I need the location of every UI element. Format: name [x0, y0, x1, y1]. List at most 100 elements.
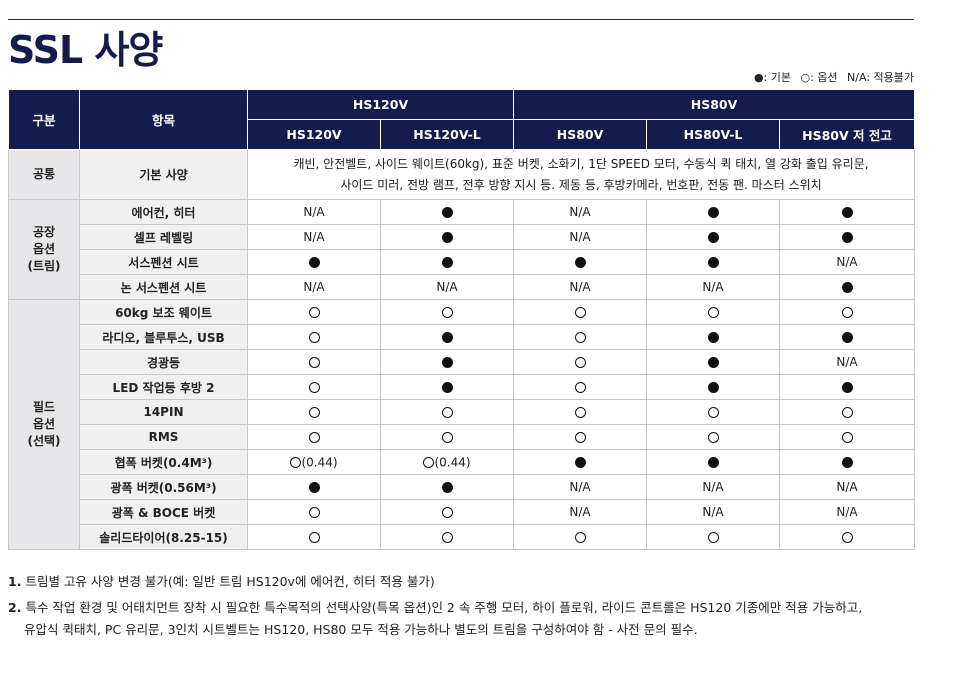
spec-cell: [646, 249, 781, 275]
spec-cell: [379, 349, 515, 375]
group-label: 공장 옵션 (트림): [8, 199, 80, 300]
option-circle-icon: [574, 307, 586, 318]
common-spec-text: 캐빈, 안전벨트, 사이드 웨이트(60kg), 표준 버켓, 소화기, 1단 …: [246, 149, 916, 200]
option-circle-icon: [308, 432, 320, 443]
spec-cell: N/A: [247, 199, 381, 225]
table-row: 셀프 레벨링 N/A N/A: [9, 224, 916, 250]
item-label: 광폭 & BOCE 버켓: [79, 499, 248, 525]
standard-dot-icon: [441, 332, 453, 343]
option-circle-icon: [707, 407, 719, 418]
option-circle-icon: [574, 432, 586, 443]
spec-cell: [379, 524, 515, 550]
spec-cell: N/A: [513, 199, 648, 225]
na-text: N/A: [702, 280, 724, 294]
spec-cell: [513, 349, 648, 375]
spec-table: 구분 항목 HS120V HS80V HS120V HS120V-L HS80V…: [8, 89, 916, 550]
standard-dot-icon: [441, 207, 453, 218]
option-circle-icon: [574, 382, 586, 393]
na-text: N/A: [836, 505, 858, 519]
option-circle-icon: [441, 532, 453, 543]
spec-cell: [646, 324, 781, 350]
table-row: LED 작업등 후방 2: [9, 374, 916, 400]
header-family-hs80v: HS80V: [513, 89, 916, 120]
standard-dot-icon: [707, 232, 719, 243]
spec-cell: [646, 424, 781, 450]
table-row: 공장 옵션 (트림) 에어컨, 히터 N/A N/A: [8, 199, 916, 300]
notes: 1. 트림별 고유 사양 변경 불가(예: 일반 트림 HS120v에 에어컨, …: [8, 575, 938, 649]
spec-cell: [247, 249, 381, 275]
option-circle-icon: [308, 307, 320, 318]
spec-cell: [379, 324, 515, 350]
header-group: 구분: [8, 89, 80, 150]
table-row: 서스펜션 시트 N/A: [9, 249, 916, 275]
note-text-continued: 유압식 퀵태치, PC 유리문, 3인치 시트벨트는 HS120, HS80 모…: [24, 622, 698, 637]
spec-cell: N/A: [646, 274, 781, 300]
spec-cell: [247, 349, 381, 375]
spec-cell: [513, 249, 648, 275]
spec-cell: [379, 399, 515, 425]
spec-cell: [513, 299, 648, 325]
spec-cell: N/A: [779, 249, 916, 275]
na-text: N/A: [569, 280, 591, 294]
option-circle-icon: [841, 432, 853, 443]
spec-cell: [513, 524, 648, 550]
na-text: N/A: [569, 505, 591, 519]
spec-cell: [779, 374, 916, 400]
spec-cell: N/A: [247, 274, 381, 300]
table-row: 솔리드타이어(8.25-15): [9, 524, 916, 550]
option-circle-icon: [308, 357, 320, 368]
legend-na: N/A: 적용불가: [847, 71, 914, 84]
item-label: 60kg 보조 웨이트: [79, 299, 248, 325]
table-row: 광폭 & BOCE 버켓 N/A N/A N/A: [9, 499, 916, 525]
item-label: 셀프 레벨링: [79, 224, 248, 250]
spec-cell: [379, 374, 515, 400]
standard-dot-icon: [441, 357, 453, 368]
spec-cell: [379, 249, 515, 275]
table-row: 공통 기본 사양 캐빈, 안전벨트, 사이드 웨이트(60kg), 표준 버켓,…: [8, 149, 916, 200]
spec-cell: N/A: [646, 474, 781, 500]
standard-dot-icon: [308, 257, 320, 268]
item-label: 14PIN: [79, 399, 248, 425]
item-label: 서스펜션 시트: [79, 249, 248, 275]
spec-cell: [779, 224, 916, 250]
spec-cell: [646, 199, 781, 225]
option-circle-icon: [441, 507, 453, 518]
option-note: (0.44): [301, 455, 338, 470]
standard-dot-icon: [574, 257, 586, 268]
note-1: 1. 트림별 고유 사양 변경 불가(예: 일반 트림 HS120v에 에어컨, …: [8, 575, 938, 589]
standard-dot-icon: [841, 382, 853, 393]
table-row: RMS: [9, 424, 916, 450]
legend-standard: ●: 기본: [753, 71, 791, 84]
na-text: N/A: [836, 355, 858, 369]
table-row: 광폭 버켓(0.56M³) N/A N/A N/A: [9, 474, 916, 500]
option-circle-icon: [308, 532, 320, 543]
spec-cell: [779, 524, 916, 550]
spec-cell: [379, 199, 515, 225]
item-label: 솔리드타이어(8.25-15): [79, 524, 248, 550]
table-row: 협폭 버켓(0.4M³) (0.44) (0.44): [9, 449, 916, 475]
standard-dot-icon: [441, 382, 453, 393]
option-circle-icon: [441, 307, 453, 318]
item-label: RMS: [79, 424, 248, 450]
option-circle-icon: [308, 332, 320, 343]
standard-dot-icon: [707, 357, 719, 368]
spec-cell: [779, 449, 916, 475]
item-label: 광폭 버켓(0.56M³): [79, 474, 248, 500]
option-circle-icon: [841, 532, 853, 543]
spec-cell: N/A: [513, 274, 648, 300]
na-text: N/A: [702, 505, 724, 519]
spec-cell: N/A: [646, 499, 781, 525]
note-number: 2.: [8, 600, 22, 615]
spec-cell: [646, 224, 781, 250]
spec-cell: N/A: [513, 224, 648, 250]
na-text: N/A: [436, 280, 458, 294]
spec-cell: [513, 324, 648, 350]
spec-cell: N/A: [513, 474, 648, 500]
item-label: LED 작업등 후방 2: [79, 374, 248, 400]
standard-dot-icon: [441, 257, 453, 268]
spec-cell: N/A: [247, 224, 381, 250]
note-number: 1.: [8, 574, 22, 589]
na-text: N/A: [836, 255, 858, 269]
spec-cell: [247, 299, 381, 325]
option-circle-icon: [423, 456, 435, 468]
